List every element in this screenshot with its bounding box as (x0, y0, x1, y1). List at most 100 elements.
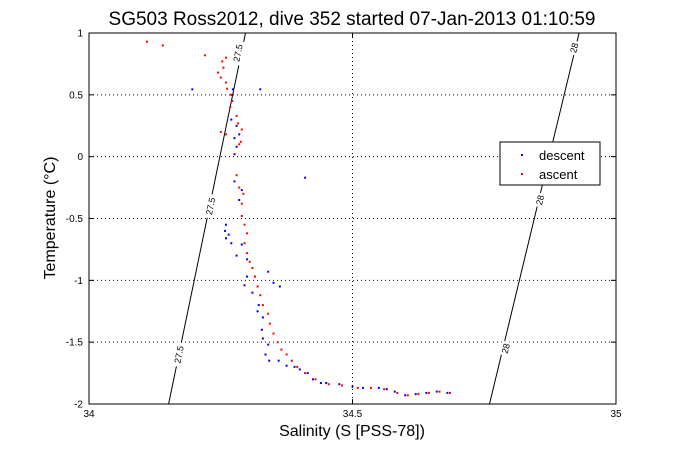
point-descent (319, 382, 322, 384)
point-descent (240, 243, 243, 246)
point-descent (264, 353, 267, 356)
point-descent (285, 364, 288, 367)
legend-label-descent: descent (539, 148, 585, 163)
point-descent (256, 310, 259, 313)
point-descent (278, 285, 281, 288)
point-descent (267, 343, 270, 346)
point-descent (435, 390, 438, 393)
contour-label-bg (567, 39, 581, 56)
point-descent (230, 118, 233, 121)
x-tick-label: 34.5 (343, 409, 363, 420)
point-ascent (268, 322, 271, 325)
point-ascent (243, 223, 246, 226)
y-tick-label: 0.5 (69, 90, 83, 101)
point-ascent (242, 192, 245, 195)
point-ascent (235, 174, 238, 177)
point-ascent (341, 384, 343, 387)
contour-label-text: 28 (500, 342, 512, 354)
point-descent (257, 304, 260, 307)
point-ascent (396, 391, 399, 394)
point-descent (261, 337, 264, 340)
point-descent (338, 383, 341, 386)
point-ascent (221, 60, 224, 63)
point-ascent (272, 332, 275, 335)
y-tick-label: -2 (74, 400, 83, 411)
point-descent (425, 391, 428, 394)
point-ascent (369, 386, 372, 389)
point-ascent (304, 372, 307, 375)
point-descent (224, 229, 226, 232)
point-ascent (280, 348, 283, 351)
point-descent (238, 133, 241, 136)
point-ascent (161, 44, 164, 47)
contour-label: 28 (567, 39, 581, 56)
point-ascent (449, 391, 451, 394)
contour-label-text: 28 (534, 194, 546, 206)
point-descent (225, 223, 227, 226)
contour-label-text: 27.5 (204, 197, 217, 216)
density-contours: 27.5 27.5 27.5 28 28 28 (168, 32, 581, 405)
point-descent (304, 176, 307, 179)
point-descent (351, 385, 354, 388)
point-descent (251, 291, 254, 294)
point-descent (231, 88, 234, 91)
point-ascent (238, 143, 241, 146)
point-ascent (217, 71, 220, 74)
point-ascent (427, 391, 430, 394)
point-descent (233, 153, 236, 156)
point-ascent (246, 252, 249, 255)
x-axis-label: Salinity (S [PSS-78]) (279, 423, 425, 440)
point-descent (267, 270, 270, 273)
y-axis-label: Temperature (°C) (42, 157, 59, 280)
point-ascent (219, 130, 222, 133)
point-descent (362, 386, 364, 389)
point-descent (393, 390, 396, 393)
contour-label-text: 28 (568, 42, 580, 54)
point-descent (191, 88, 194, 91)
contour-label-bg (171, 341, 186, 368)
x-tick-label: 35 (610, 409, 622, 420)
point-ascent (222, 66, 225, 69)
contour-label-text: 27.5 (172, 345, 185, 364)
point-ascent (230, 93, 233, 96)
point-descent (238, 199, 241, 201)
point-ascent (267, 312, 270, 315)
point-descent (240, 189, 243, 192)
point-ascent (296, 365, 299, 368)
point-ascent (146, 40, 148, 43)
point-ascent (251, 267, 254, 269)
point-descent (261, 316, 264, 319)
point-ascent (219, 76, 222, 79)
axis-ticks: 34 34.5 35 1 0.5 0 -0.5 -1 -1.5 -2 (66, 29, 622, 421)
point-descent (293, 365, 296, 368)
point-descent (230, 242, 233, 245)
axes-background (89, 33, 616, 404)
point-ascent (235, 114, 238, 117)
y-tick-label: 0 (77, 152, 83, 163)
point-descent (298, 368, 301, 371)
legend-marker-ascent (521, 173, 523, 175)
x-tick-label: 34 (83, 409, 95, 420)
contour-label-text: 27.5 (231, 43, 244, 62)
contour-label: 28 (533, 192, 546, 208)
point-ascent (226, 87, 229, 90)
legend-label-ascent: ascent (539, 167, 578, 182)
data-points (146, 40, 451, 397)
point-ascent (203, 54, 206, 57)
point-descent (235, 124, 238, 127)
point-ascent (256, 285, 259, 288)
point-descent (225, 237, 227, 240)
point-descent (312, 378, 314, 381)
point-ascent (406, 394, 409, 397)
y-tick-label: -1 (74, 276, 83, 287)
point-descent (268, 359, 271, 362)
contour-label-bg (533, 192, 547, 208)
point-ascent (243, 242, 246, 245)
contour-label: 27.5 (171, 341, 186, 368)
y-tick-label: -0.5 (66, 214, 84, 225)
point-descent (377, 386, 380, 389)
point-ascent (240, 128, 243, 131)
point-descent (243, 284, 246, 287)
point-ascent (238, 186, 241, 189)
